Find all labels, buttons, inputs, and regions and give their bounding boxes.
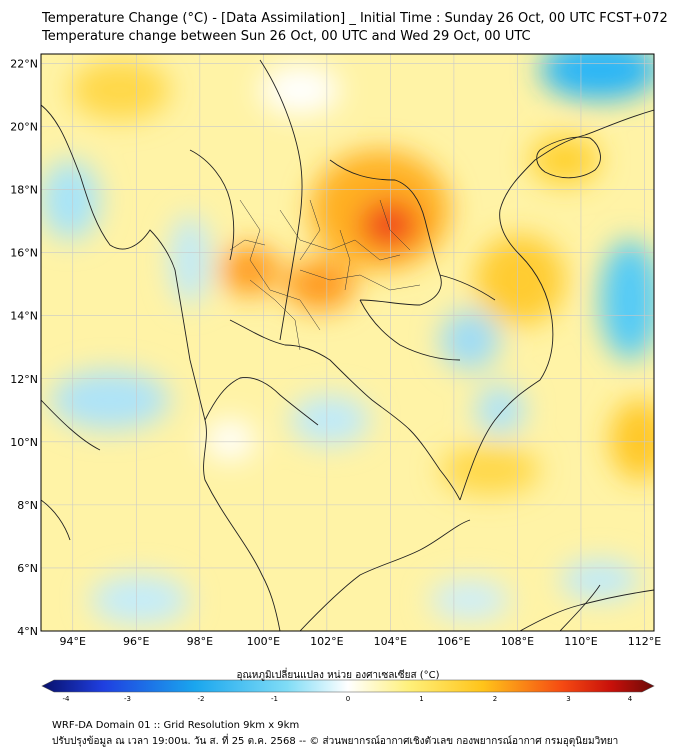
colorbar-tick-label: -4 (63, 695, 71, 703)
colorbar-tick-label: 2 (493, 695, 497, 703)
temperature-field (41, 54, 654, 631)
lat-tick-label: 20°N (10, 121, 38, 134)
lat-tick-label: 22°N (10, 57, 38, 70)
colorbar-tick-labels: -4 -3 -2 -1 0 1 2 3 4 (63, 695, 633, 703)
lat-tick-label: 12°N (10, 373, 38, 386)
colorbar-tick-label: 4 (628, 695, 633, 703)
colorbar-tick-label: 0 (346, 695, 350, 703)
footer-model-info: WRF-DA Domain 01 :: Grid Resolution 9km … (52, 720, 300, 731)
colorbar: -4 -3 -2 -1 0 1 2 3 4 (41, 679, 655, 703)
lon-tick-label: 100°E (247, 635, 280, 648)
footer-credit: ปรับปรุงข้อมูล ณ เวลา 19:00น. วัน ส. ที่… (52, 736, 619, 747)
colorbar-tick-label: -1 (271, 695, 278, 703)
coastline-borders (41, 59, 654, 631)
lat-tick-labels: 22°N 20°N 18°N 16°N 14°N 12°N 10°N 8°N 6°N 4°N (10, 57, 38, 638)
lat-tick-label: 8°N (17, 499, 38, 512)
lon-tick-label: 110°E (564, 635, 597, 648)
lon-tick-label: 98°E (187, 635, 213, 648)
colorbar-tick-label: 1 (419, 695, 423, 703)
province-lines (229, 199, 421, 351)
lon-tick-labels: 94°E 96°E 98°E 100°E 102°E 104°E 106°E 108°E 110… (60, 635, 662, 648)
lon-tick-label: 104°E (374, 635, 407, 648)
lon-tick-label: 102°E (310, 635, 343, 648)
map-title: Temperature Change (°C) - [Data Assimila… (42, 11, 668, 26)
colorbar-tick-label: 3 (566, 695, 570, 703)
lat-tick-label: 14°N (10, 310, 38, 323)
lat-tick-label: 18°N (10, 184, 38, 197)
lon-tick-label: 108°E (501, 635, 534, 648)
lat-tick-label: 4°N (17, 625, 38, 638)
map-subtitle: Temperature change between Sun 26 Oct, 0… (42, 29, 531, 44)
colorbar-tick-label: -2 (198, 695, 205, 703)
lon-tick-label: 94°E (60, 635, 86, 648)
lat-tick-label: 16°N (10, 247, 38, 260)
lon-tick-label: 96°E (123, 635, 149, 648)
lon-tick-label: 106°E (437, 635, 470, 648)
lon-tick-label: 112°E (628, 635, 661, 648)
colorbar-title: อุณหภูมิเปลี่ยนแปลง หน่วย องศาเซลเซียส (… (236, 670, 440, 681)
lat-tick-label: 10°N (10, 436, 38, 449)
map-frame (40, 53, 655, 632)
lat-tick-label: 6°N (17, 562, 38, 575)
colorbar-gradient (41, 679, 655, 693)
colorbar-tick-label: -3 (124, 695, 131, 703)
